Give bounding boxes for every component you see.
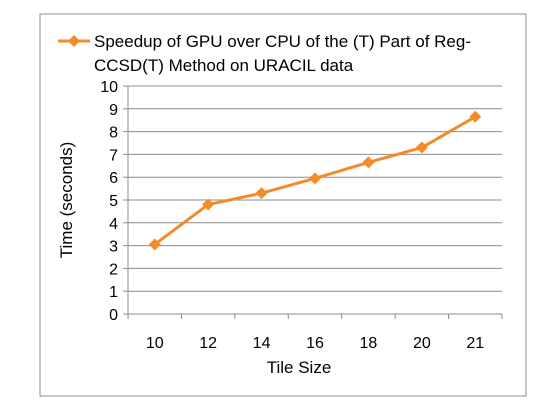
y-tick-label: 7 xyxy=(109,147,118,164)
legend: Speedup of GPU over CPU of the (T) Part … xyxy=(58,32,471,75)
y-axis-title: Time (seconds) xyxy=(57,142,76,259)
y-tick-label: 6 xyxy=(109,170,118,187)
y-tick-label: 2 xyxy=(109,261,118,278)
y-tick-label: 0 xyxy=(109,307,118,324)
y-tick-label: 9 xyxy=(109,102,118,119)
y-tick-label: 10 xyxy=(100,79,118,96)
data-point-marker xyxy=(202,198,215,211)
x-tick-label: 16 xyxy=(306,335,324,352)
data-point-marker xyxy=(255,187,268,200)
gridlines xyxy=(128,85,502,292)
data-point-marker xyxy=(148,238,161,251)
y-tick-label: 8 xyxy=(109,125,118,142)
y-tick-label: 3 xyxy=(109,239,118,256)
legend-marker-swatch xyxy=(68,35,80,47)
x-tick-label: 18 xyxy=(360,335,378,352)
data-point-marker xyxy=(469,110,482,123)
series-layer xyxy=(148,110,482,251)
x-tick-label: 12 xyxy=(199,335,217,352)
y-tick-label: 4 xyxy=(109,216,118,233)
x-tick-label: 20 xyxy=(413,335,431,352)
data-point-marker xyxy=(362,156,375,169)
x-tick-label: 21 xyxy=(466,335,484,352)
x-tick-label: 14 xyxy=(253,335,271,352)
y-tick-label: 5 xyxy=(109,193,118,210)
legend-label-line-1: Speedup of GPU over CPU of the (T) Part … xyxy=(94,32,471,51)
legend-label-line-2: CCSD(T) Method on URACIL data xyxy=(94,56,354,75)
y-tick-label: 1 xyxy=(109,284,118,301)
x-tick-label: 10 xyxy=(146,335,164,352)
x-axis-title: Tile Size xyxy=(267,358,332,377)
data-point-marker xyxy=(415,141,428,154)
data-point-marker xyxy=(309,172,321,185)
chart-border xyxy=(39,13,527,397)
